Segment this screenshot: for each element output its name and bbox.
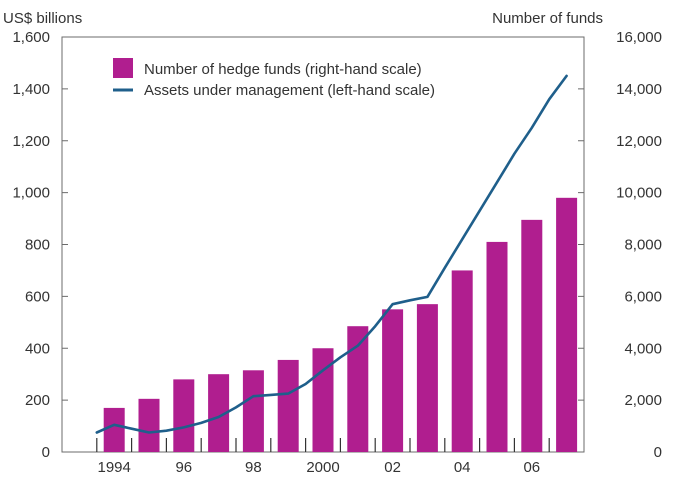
hedge-fund-bar [103,407,125,452]
x-tick-label: 2000 [306,459,339,476]
line-group [95,74,568,434]
x-tick-label: 96 [175,459,192,476]
left-y-tick-label: 0 [42,444,50,461]
right-y-tick-label: 6,000 [624,288,662,305]
left-y-tick-label: 800 [25,237,50,254]
hedge-fund-bar [208,374,230,452]
left-y-tick-label: 1,000 [12,185,50,202]
x-tick-label: 04 [454,459,471,476]
hedge-fund-bar [416,304,438,452]
hedge-fund-bar [521,219,543,452]
bars-group [103,197,578,452]
assets-line [95,74,568,434]
left-y-tick-label: 600 [25,288,50,305]
hedge-fund-bar [138,398,160,452]
hedge-fund-bar [451,270,473,452]
hedge-fund-bar [277,359,299,452]
right-y-tick-label: 4,000 [624,340,662,357]
left-y-tick-label: 200 [25,392,50,409]
x-tick-label: 98 [245,459,262,476]
right-y-tick-label: 0 [654,444,662,461]
right-axis-title: Number of funds [492,10,603,27]
right-y-tick-label: 8,000 [624,237,662,254]
legend-bar-swatch [113,58,133,78]
ticks-group: 0 200 400 600 800 1,000 1,200 1,400 1,600 0 2,000 4… [12,29,662,476]
legend-bar-label: Number of hedge funds (right-hand scale) [144,61,422,78]
x-tick-label: 02 [384,459,401,476]
left-y-tick-label: 1,200 [12,133,50,150]
legend: Number of hedge funds (right-hand scale)… [113,58,435,99]
hedge-fund-bar [347,326,369,452]
right-y-tick-label: 12,000 [616,133,662,150]
legend-line-label: Assets under management (left-hand scale… [144,82,435,99]
right-y-tick-label: 10,000 [616,185,662,202]
left-y-tick-label: 400 [25,340,50,357]
hedge-fund-bar [173,379,195,452]
hedge-fund-bar [556,197,578,452]
x-tick-label: 1994 [98,459,131,476]
right-y-tick-label: 14,000 [616,81,662,98]
left-axis-title: US$ billions [3,10,82,27]
right-y-tick-label: 2,000 [624,392,662,409]
hedge-fund-bar [486,241,508,452]
right-y-tick-label: 16,000 [616,29,662,46]
x-tick-label: 06 [523,459,540,476]
left-y-tick-label: 1,600 [12,29,50,46]
left-y-tick-label: 1,400 [12,81,50,98]
hedge-fund-bar [242,370,264,452]
hedge-fund-bar [382,309,404,452]
